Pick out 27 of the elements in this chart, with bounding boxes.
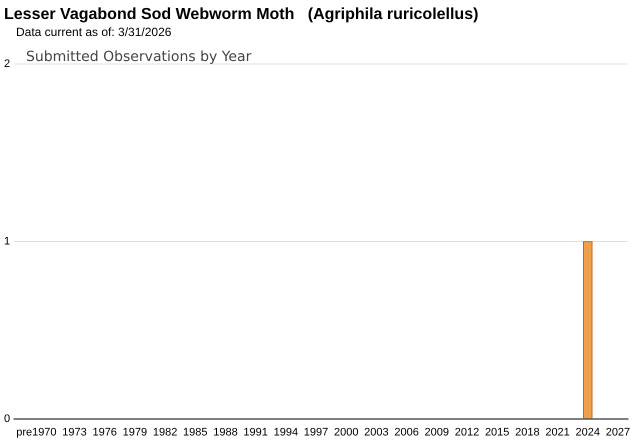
x-tick-label: 1994	[274, 426, 298, 438]
x-tick-label: 2021	[545, 426, 570, 438]
x-tick-label: 1982	[152, 426, 178, 438]
x-tick-label: 1973	[62, 426, 87, 438]
y-tick-label: 1	[4, 235, 10, 248]
x-tick-label: 1976	[92, 426, 117, 438]
x-tick-label: 2018	[515, 426, 540, 438]
chart-title: Lesser Vagabond Sod Webworm Moth (Agriphila ruricolellus)	[4, 6, 478, 24]
x-tick-label: 2027	[606, 426, 630, 438]
x-tick-label: 1997	[304, 426, 328, 438]
x-tick-label: 1979	[122, 426, 148, 438]
x-tick-label: 2009	[424, 426, 450, 438]
x-tick-label: 1970	[32, 426, 57, 438]
x-tick-label: 2006	[394, 426, 419, 438]
x-tick-label: 2015	[484, 426, 510, 438]
x-tick-label: 2012	[454, 426, 480, 438]
y-tick-label: 0	[4, 412, 10, 425]
chart-subtitle: Data current as of: 3/31/2026	[16, 25, 172, 39]
x-tick-label: 1985	[183, 426, 208, 438]
x-tick-label: 2000	[334, 426, 358, 438]
x-tick-label: pre	[16, 426, 32, 438]
x-tick-label: 2003	[364, 426, 389, 438]
x-tick-label: 1988	[213, 426, 238, 438]
x-tick-label: 2024	[576, 426, 600, 438]
y-tick-label: 2	[4, 58, 10, 70]
annotation: Submitted Observations by Year	[26, 49, 252, 65]
x-tick-label: 1991	[243, 426, 268, 438]
